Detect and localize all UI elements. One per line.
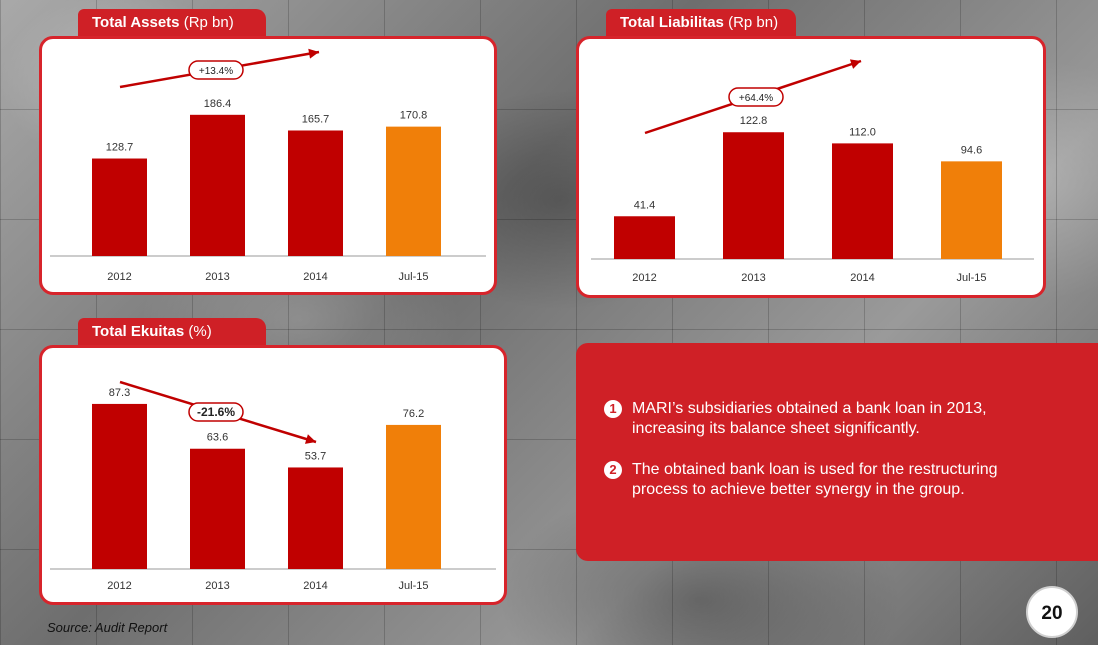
assets-title-bold: Total Assets: [92, 14, 180, 31]
equity-title-bold: Total Ekuitas: [92, 323, 185, 340]
equity-tick-label: 2014: [303, 580, 327, 592]
assets-change-label: +13.4%: [199, 66, 233, 77]
liabilities-chart-title: Total Liabilitas (Rp bn): [606, 9, 796, 36]
assets-tick-label: 2012: [107, 271, 131, 283]
liabilities-bar-2014: [832, 143, 893, 259]
assets-chart-title: Total Assets (Rp bn): [78, 9, 266, 36]
assets-bar-2012: [92, 158, 147, 256]
equity-change-badge: [188, 402, 244, 422]
equity-bar-2013: [190, 448, 245, 569]
assets-value-label: 128.7: [106, 142, 134, 154]
assets-chart-panel: 128.7 2012 186.4 2013 165.7 2014 170.8 Jul-15 +1…: [39, 36, 497, 295]
assets-change-badge: [188, 60, 244, 80]
equity-arrow-head: [304, 434, 316, 444]
liabilities-value-label: 122.8: [740, 115, 768, 127]
equity-bar-2012: [92, 403, 147, 569]
equity-tick-label: 2012: [107, 580, 131, 592]
liabilities-bar-2013: [723, 132, 784, 259]
equity-value-label: 87.3: [109, 387, 130, 399]
liabilities-value-label: 94.6: [961, 144, 982, 156]
liabilities-chart-panel: 41.4 2012 122.8 2013 112.0 2014 94.6 Jul-15 +64.…: [576, 36, 1046, 298]
liabilities-title-bold: Total Liabilitas: [620, 14, 724, 31]
assets-value-label: 170.8: [400, 110, 428, 122]
assets-bar-2013: [190, 114, 245, 256]
note-item-2: 2 The obtained bank loan is used for the…: [604, 460, 1044, 500]
note-number-1: 1: [604, 400, 622, 418]
liabilities-bar-jul-15: [941, 161, 1002, 259]
liabilities-title-unit: (Rp bn): [723, 14, 779, 31]
source-note: Source: Audit Report: [47, 620, 168, 635]
equity-title-unit: (%): [184, 323, 212, 340]
assets-tick-label: 2013: [205, 271, 229, 283]
liabilities-chart: 41.4 2012 122.8 2013 112.0 2014 94.6 Jul-15 +64.…: [591, 59, 1034, 284]
liabilities-value-label: 41.4: [634, 199, 655, 211]
assets-tick-label: Jul-15: [399, 271, 429, 283]
liabilities-value-label: 112.0: [849, 126, 876, 138]
equity-chart-panel: 87.3 2012 63.6 2013 53.7 2014 76.2 Jul-15 -21.6%: [39, 345, 507, 605]
liabilities-tick-label: 2013: [741, 272, 765, 284]
liabilities-change-label: +64.4%: [739, 93, 773, 104]
equity-tick-label: 2013: [205, 580, 229, 592]
assets-title-unit: (Rp bn): [179, 14, 234, 31]
liabilities-bar-2012: [614, 216, 675, 259]
assets-chart: 128.7 2012 186.4 2013 165.7 2014 170.8 Jul-15 +1…: [50, 48, 486, 283]
liabilities-arrow-head: [849, 59, 861, 69]
equity-chart: 87.3 2012 63.6 2013 53.7 2014 76.2 Jul-15 -21.6%: [50, 380, 496, 592]
liabilities-change-badge: [728, 87, 784, 107]
note-text-2: The obtained bank loan is used for the r…: [632, 461, 998, 498]
equity-value-label: 76.2: [403, 408, 424, 420]
note-text-1: MARI’s subsidiaries obtained a bank loan…: [632, 400, 987, 437]
assets-tick-label: 2014: [303, 271, 327, 283]
assets-bar-2014: [288, 130, 343, 256]
equity-value-label: 63.6: [207, 432, 228, 444]
equity-bar-2014: [288, 467, 343, 569]
equity-tick-label: Jul-15: [399, 580, 429, 592]
assets-value-label: 186.4: [204, 98, 232, 110]
notes-panel: [576, 343, 1098, 561]
page-number: 20: [1026, 586, 1078, 638]
assets-arrow-head: [308, 48, 319, 59]
liabilities-tick-label: 2014: [850, 272, 874, 284]
assets-bar-jul-15: [386, 126, 441, 256]
equity-bar-jul-15: [386, 424, 441, 569]
equity-value-label: 53.7: [305, 450, 326, 462]
liabilities-tick-label: Jul-15: [957, 272, 987, 284]
assets-value-label: 165.7: [302, 113, 330, 125]
equity-chart-title: Total Ekuitas (%): [78, 318, 266, 345]
note-number-2: 2: [604, 461, 622, 479]
equity-change-label: -21.6%: [197, 405, 235, 419]
note-item-1: 1 MARI’s subsidiaries obtained a bank lo…: [604, 399, 1044, 439]
liabilities-tick-label: 2012: [632, 272, 656, 284]
